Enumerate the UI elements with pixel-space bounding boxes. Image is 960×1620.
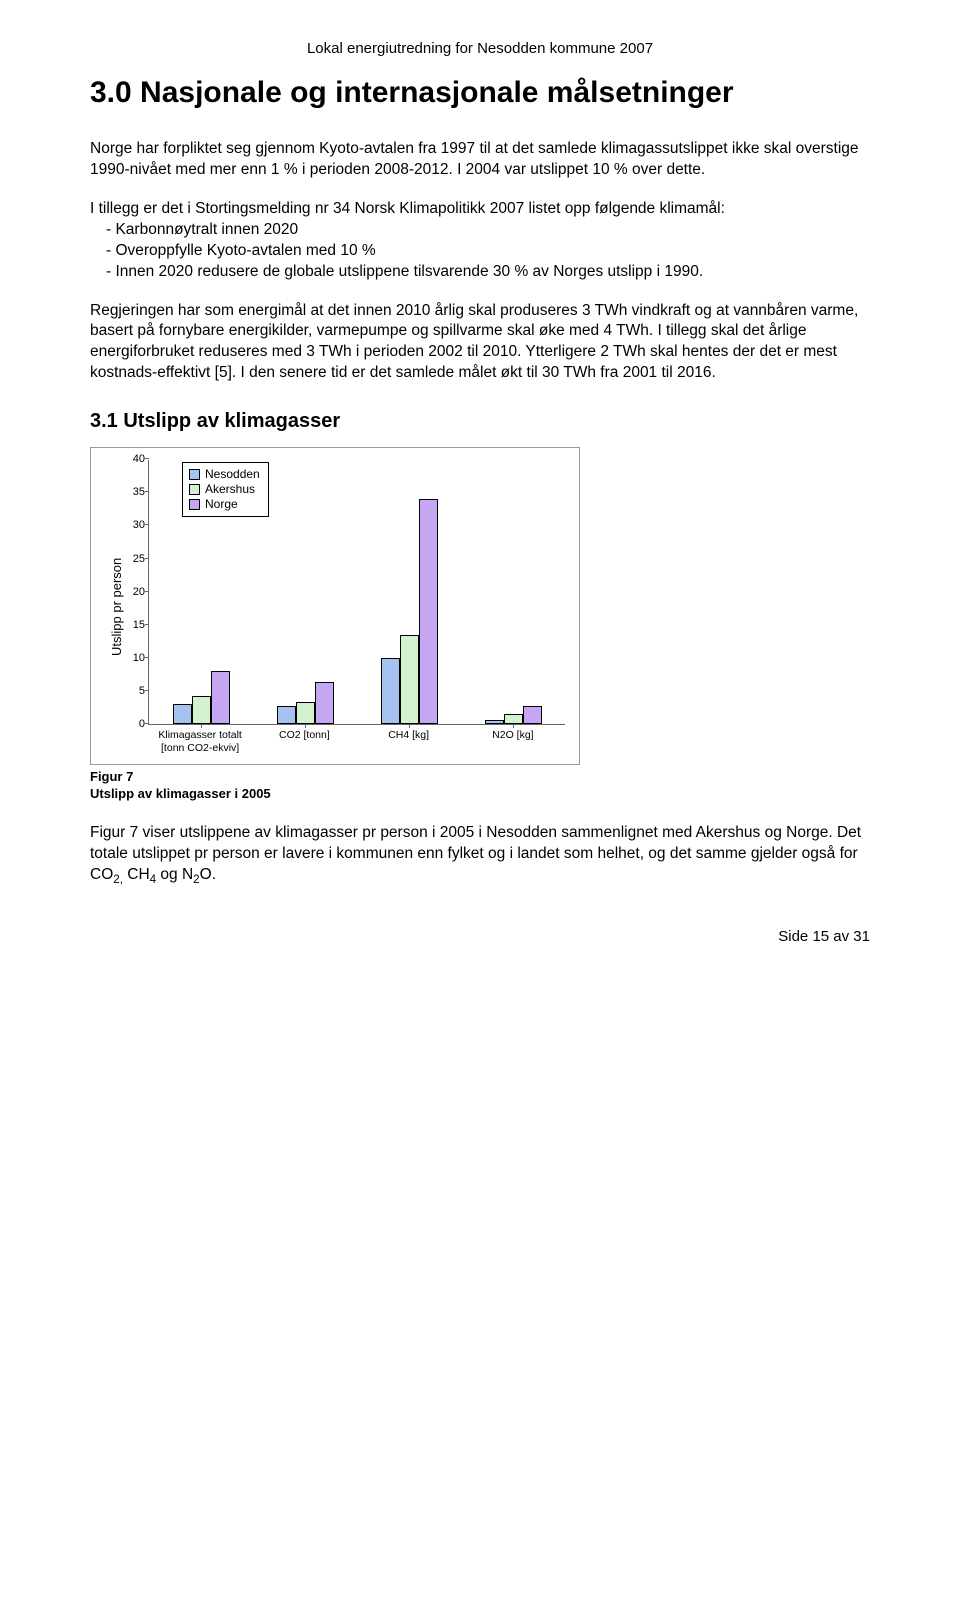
- chart-container: Utslipp pr person Nesodden Akershus Norg…: [90, 447, 580, 765]
- paragraph-2: I tillegg er det i Stortingsmelding nr 3…: [90, 199, 870, 283]
- goals-list: - Karbonnøytralt innen 2020 - Overoppfyl…: [90, 220, 870, 283]
- chart-ytick-label: 20: [125, 586, 145, 598]
- chart-ytick-label: 30: [125, 519, 145, 531]
- chart-bar: [419, 499, 438, 724]
- chart-ytick-label: 25: [125, 553, 145, 565]
- legend-item: Nesodden: [189, 467, 260, 482]
- chart-ytick-label: 0: [125, 718, 145, 730]
- page-footer: Side 15 av 31: [90, 928, 870, 945]
- chart-bar: [211, 671, 230, 724]
- chart-bar: [504, 714, 523, 725]
- chart-plot-column: Nesodden Akershus Norge 0510152025303540…: [124, 460, 565, 754]
- page-header: Lokal energiutredning for Nesodden kommu…: [90, 40, 870, 57]
- chart-xlabel: CO2 [tonn]: [252, 729, 356, 754]
- chart-ytick-mark: [145, 723, 149, 724]
- chart-ytick-label: 35: [125, 486, 145, 498]
- paragraph-2-lead: I tillegg er det i Stortingsmelding nr 3…: [90, 200, 725, 217]
- list-item: - Karbonnøytralt innen 2020: [106, 220, 870, 241]
- chart-inner: Utslipp pr person Nesodden Akershus Norg…: [105, 460, 565, 754]
- chart-bar: [485, 720, 504, 724]
- legend-label: Nesodden: [205, 467, 260, 482]
- chart-bar: [277, 706, 296, 725]
- chart-xlabel: N2O [kg]: [461, 729, 565, 754]
- chart-ytick-label: 40: [125, 453, 145, 465]
- chart-xtick-mark: [305, 724, 306, 728]
- section-title: 3.0 Nasjonale og internasjonale målsetni…: [90, 75, 870, 111]
- chart-bar: [192, 696, 211, 724]
- chart-category-group: [461, 460, 565, 724]
- chart-xlabel: CH4 [kg]: [357, 729, 461, 754]
- legend-item: Norge: [189, 497, 260, 512]
- chart-ytick-mark: [145, 491, 149, 492]
- figure-title: Utslipp av klimagasser i 2005: [90, 786, 271, 801]
- chart-xlabels: Klimagasser totalt [tonn CO2-ekviv]CO2 […: [148, 729, 565, 754]
- legend-item: Akershus: [189, 482, 260, 497]
- chart-legend: Nesodden Akershus Norge: [182, 462, 269, 517]
- legend-label: Akershus: [205, 482, 255, 497]
- figure-caption: Figur 7 Utslipp av klimagasser i 2005: [90, 769, 870, 803]
- legend-swatch: [189, 484, 200, 495]
- chart-xtick-mark: [513, 724, 514, 728]
- chart-bar: [400, 635, 419, 724]
- figure-number: Figur 7: [90, 769, 133, 784]
- chart-category-group: [357, 460, 461, 724]
- list-item: - Overoppfylle Kyoto-avtalen med 10 %: [106, 241, 870, 262]
- subsection-title: 3.1 Utslipp av klimagasser: [90, 410, 870, 433]
- chart-bar: [173, 704, 192, 725]
- chart-ytick-label: 5: [125, 685, 145, 697]
- paragraph-3: Regjeringen har som energimål at det inn…: [90, 301, 870, 385]
- chart-bar: [315, 682, 334, 724]
- chart-ytick-mark: [145, 690, 149, 691]
- chart-ytick-mark: [145, 458, 149, 459]
- legend-swatch: [189, 469, 200, 480]
- page: Lokal energiutredning for Nesodden kommu…: [0, 0, 960, 985]
- chart-ytick-mark: [145, 558, 149, 559]
- chart-ytick-mark: [145, 657, 149, 658]
- chart-ytick-label: 15: [125, 619, 145, 631]
- chart-bar: [381, 658, 400, 724]
- list-item: - Innen 2020 redusere de globale utslipp…: [106, 262, 870, 283]
- chart-ylabel: Utslipp pr person: [105, 487, 124, 727]
- chart-xlabel: Klimagasser totalt [tonn CO2-ekviv]: [148, 729, 252, 754]
- chart-ytick-mark: [145, 624, 149, 625]
- paragraph-4: Figur 7 viser utslippene av klimagasser …: [90, 823, 870, 888]
- legend-swatch: [189, 499, 200, 510]
- paragraph-1: Norge har forpliktet seg gjennom Kyoto-a…: [90, 139, 870, 181]
- chart-xtick-mark: [201, 724, 202, 728]
- chart-bar: [296, 702, 315, 725]
- chart-xtick-mark: [409, 724, 410, 728]
- chart-ytick-mark: [145, 524, 149, 525]
- chart-ytick-mark: [145, 591, 149, 592]
- chart-ytick-label: 10: [125, 652, 145, 664]
- chart-bar: [523, 706, 542, 724]
- legend-label: Norge: [205, 497, 238, 512]
